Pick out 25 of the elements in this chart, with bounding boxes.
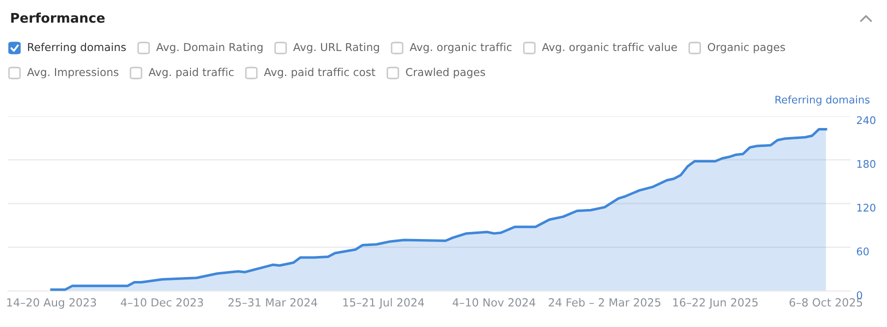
text: Avg. paid traffic	[148, 68, 234, 78]
text: Crawled pages	[406, 68, 486, 78]
y-tick-label: 0	[856, 291, 862, 300]
text: Avg. paid traffic cost	[264, 68, 376, 78]
text: Avg. organic traffic	[410, 42, 512, 54]
x-tick-label: 4–10 Dec 2023	[120, 298, 203, 307]
legend-label: Referring domains	[28, 42, 126, 54]
text: Organic pages	[708, 42, 786, 54]
x-tick-label: 6–8 Oct 2025	[790, 298, 862, 307]
y-tick-label: 180	[857, 160, 876, 168]
text: Avg. Impressions	[27, 68, 118, 78]
x-tick-label: 24 Feb – 2 Mar 2025	[548, 298, 660, 307]
x-tick-label: 25–31 Mar 2024	[228, 298, 318, 307]
x-tick-label: 16–22 Jun 2025	[673, 298, 758, 309]
x-tick-label: 15–21 Jul 2024	[343, 298, 424, 309]
text: Avg. URL Rating	[293, 42, 379, 54]
y-tick-label: 120	[857, 204, 876, 212]
y-tick-label: 240	[856, 116, 876, 124]
text: Avg. organic traffic value	[542, 42, 677, 54]
text: Avg. Domain Rating	[156, 42, 262, 54]
y-tick-label: 60	[856, 247, 869, 256]
x-tick-label: 4–10 Nov 2024	[452, 298, 536, 307]
chart-title: Performance	[11, 12, 105, 23]
y-axis-title: Referring domains	[776, 96, 870, 106]
x-tick-label: 14–20 Aug 2023	[7, 298, 96, 309]
